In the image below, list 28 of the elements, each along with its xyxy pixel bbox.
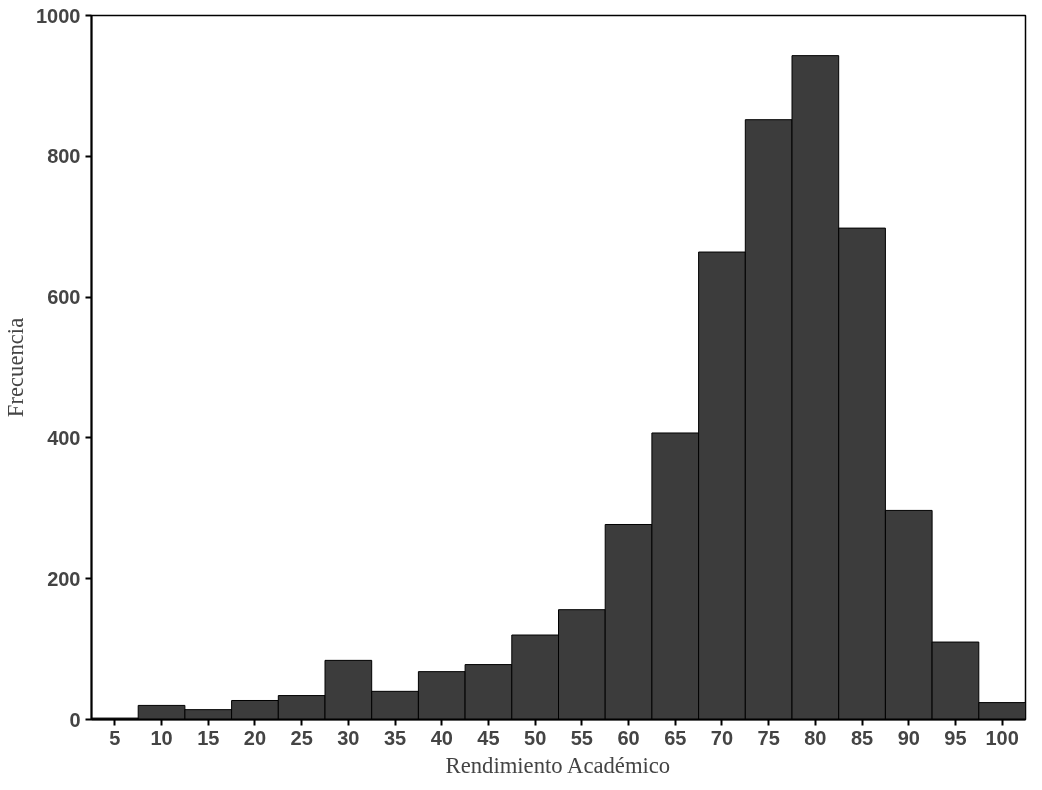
- x-tick-label: 30: [337, 726, 360, 749]
- y-tick-label: 800: [47, 145, 81, 168]
- y-tick-label: 200: [47, 567, 81, 590]
- y-axis-title: Frecuencia: [3, 317, 29, 418]
- y-tick-label: 0: [69, 708, 81, 731]
- x-tick-label: 60: [617, 726, 640, 749]
- x-tick-label: 80: [804, 726, 827, 749]
- y-tick-label: 1000: [36, 4, 81, 27]
- x-tick-label: 15: [197, 726, 220, 749]
- y-tick-label: 400: [47, 426, 81, 449]
- x-tick-label: 55: [570, 726, 593, 749]
- x-tick-label: 20: [243, 726, 267, 749]
- x-tick-label: 25: [290, 726, 313, 749]
- x-tick-label: 40: [430, 726, 453, 749]
- x-tick-label: 50: [524, 726, 547, 749]
- y-tick-label: 600: [47, 286, 81, 309]
- x-axis-title: Rendimiento Académico: [445, 752, 671, 778]
- x-tick-label: 90: [897, 726, 920, 749]
- x-tick-label: 45: [477, 726, 500, 749]
- x-tick-label: 35: [383, 726, 407, 749]
- x-tick-label: 95: [944, 726, 967, 749]
- x-tick-label: 85: [850, 726, 874, 749]
- x-tick-label: 75: [757, 726, 780, 749]
- x-tick-label: 70: [710, 726, 734, 749]
- x-tick-label: 10: [150, 726, 173, 749]
- x-tick-label: 5: [109, 726, 121, 749]
- x-tick-label: 100: [985, 726, 1019, 749]
- x-tick-label: 65: [664, 726, 687, 749]
